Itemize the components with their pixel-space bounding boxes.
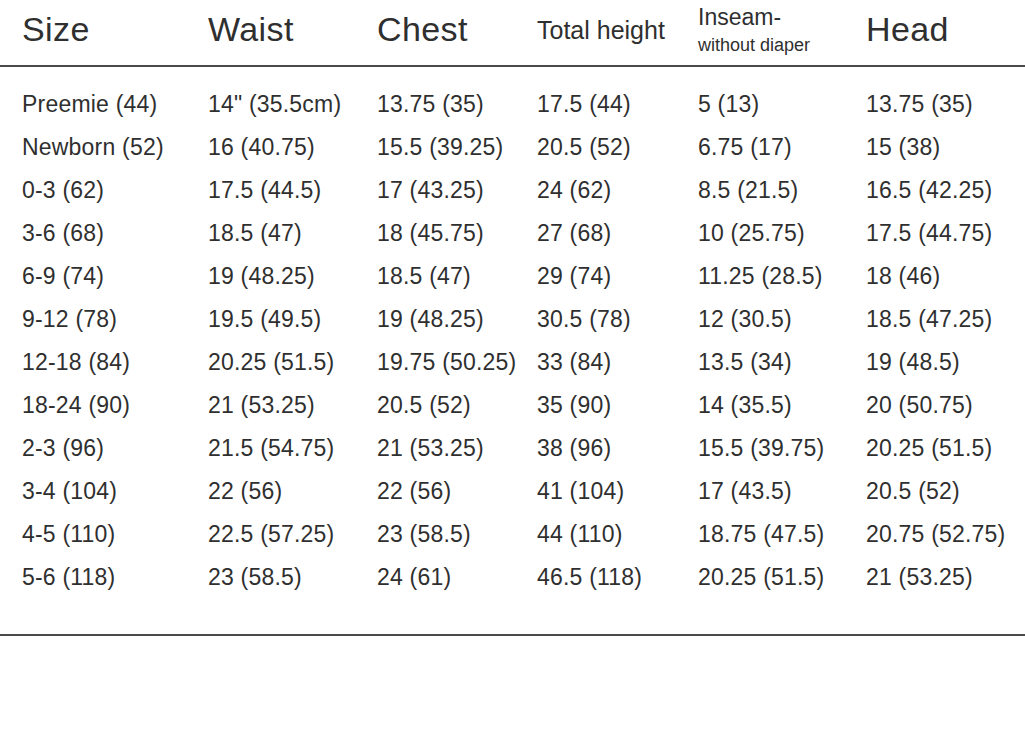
table-row: 4-5 (110)22.5 (57.25)23 (58.5)44 (110)18… — [0, 513, 1025, 556]
table-row: 5-6 (118)23 (58.5)24 (61)46.5 (118)20.25… — [0, 556, 1025, 599]
cell-waist: 19.5 (49.5) — [208, 306, 377, 333]
cell-head: 18 (46) — [866, 263, 1025, 290]
table-body: Preemie (44)14" (35.5cm)13.75 (35)17.5 (… — [0, 67, 1025, 599]
cell-size: 3-4 (104) — [22, 478, 208, 505]
cell-waist: 21 (53.25) — [208, 392, 377, 419]
column-header-inseam-line2: without diaper — [698, 35, 866, 57]
cell-size: 18-24 (90) — [22, 392, 208, 419]
cell-total_height: 38 (96) — [537, 435, 698, 462]
cell-chest: 15.5 (39.25) — [377, 134, 537, 161]
table-row: 2-3 (96)21.5 (54.75)21 (53.25)38 (96)15.… — [0, 427, 1025, 470]
column-header-head: Head — [866, 10, 1025, 49]
column-header-waist: Waist — [208, 10, 377, 49]
table-row: 9-12 (78)19.5 (49.5)19 (48.25)30.5 (78)1… — [0, 298, 1025, 341]
cell-chest: 19.75 (50.25) — [377, 349, 537, 376]
cell-chest: 21 (53.25) — [377, 435, 537, 462]
column-header-inseam: Inseam- without diaper — [698, 4, 866, 56]
cell-total_height: 30.5 (78) — [537, 306, 698, 333]
bottom-divider — [0, 634, 1025, 636]
cell-chest: 13.75 (35) — [377, 91, 537, 118]
cell-waist: 16 (40.75) — [208, 134, 377, 161]
table-row: 18-24 (90)21 (53.25)20.5 (52)35 (90)14 (… — [0, 384, 1025, 427]
cell-total_height: 20.5 (52) — [537, 134, 698, 161]
column-header-inseam-line1: Inseam- — [698, 4, 866, 32]
cell-head: 17.5 (44.75) — [866, 220, 1025, 247]
cell-total_height: 46.5 (118) — [537, 564, 698, 591]
cell-head: 13.75 (35) — [866, 91, 1025, 118]
cell-waist: 21.5 (54.75) — [208, 435, 377, 462]
cell-head: 20 (50.75) — [866, 392, 1025, 419]
cell-inseam: 11.25 (28.5) — [698, 263, 866, 290]
cell-size: Newborn (52) — [22, 134, 208, 161]
table-row: 0-3 (62)17.5 (44.5)17 (43.25)24 (62)8.5 … — [0, 169, 1025, 212]
cell-waist: 22.5 (57.25) — [208, 521, 377, 548]
cell-head: 18.5 (47.25) — [866, 306, 1025, 333]
cell-total_height: 27 (68) — [537, 220, 698, 247]
cell-chest: 17 (43.25) — [377, 177, 537, 204]
column-header-size: Size — [22, 10, 208, 49]
table-row: 3-6 (68)18.5 (47)18 (45.75)27 (68)10 (25… — [0, 212, 1025, 255]
table-row: Preemie (44)14" (35.5cm)13.75 (35)17.5 (… — [0, 83, 1025, 126]
cell-total_height: 35 (90) — [537, 392, 698, 419]
table-row: Newborn (52)16 (40.75)15.5 (39.25)20.5 (… — [0, 126, 1025, 169]
cell-inseam: 20.25 (51.5) — [698, 564, 866, 591]
table-row: 12-18 (84)20.25 (51.5)19.75 (50.25)33 (8… — [0, 341, 1025, 384]
cell-size: 12-18 (84) — [22, 349, 208, 376]
cell-total_height: 41 (104) — [537, 478, 698, 505]
cell-waist: 20.25 (51.5) — [208, 349, 377, 376]
cell-waist: 17.5 (44.5) — [208, 177, 377, 204]
table-row: 3-4 (104)22 (56)22 (56)41 (104)17 (43.5)… — [0, 470, 1025, 513]
table-row: 6-9 (74)19 (48.25)18.5 (47)29 (74)11.25 … — [0, 255, 1025, 298]
cell-inseam: 17 (43.5) — [698, 478, 866, 505]
cell-head: 20.5 (52) — [866, 478, 1025, 505]
cell-waist: 23 (58.5) — [208, 564, 377, 591]
cell-head: 15 (38) — [866, 134, 1025, 161]
cell-waist: 22 (56) — [208, 478, 377, 505]
cell-inseam: 18.75 (47.5) — [698, 521, 866, 548]
cell-size: Preemie (44) — [22, 91, 208, 118]
cell-chest: 24 (61) — [377, 564, 537, 591]
cell-inseam: 6.75 (17) — [698, 134, 866, 161]
cell-chest: 19 (48.25) — [377, 306, 537, 333]
cell-inseam: 8.5 (21.5) — [698, 177, 866, 204]
cell-size: 4-5 (110) — [22, 521, 208, 548]
cell-total_height: 24 (62) — [537, 177, 698, 204]
cell-waist: 19 (48.25) — [208, 263, 377, 290]
cell-inseam: 5 (13) — [698, 91, 866, 118]
cell-waist: 18.5 (47) — [208, 220, 377, 247]
cell-inseam: 15.5 (39.75) — [698, 435, 866, 462]
cell-chest: 18 (45.75) — [377, 220, 537, 247]
cell-chest: 22 (56) — [377, 478, 537, 505]
cell-inseam: 13.5 (34) — [698, 349, 866, 376]
cell-inseam: 10 (25.75) — [698, 220, 866, 247]
cell-size: 5-6 (118) — [22, 564, 208, 591]
cell-head: 20.75 (52.75) — [866, 521, 1025, 548]
column-header-chest: Chest — [377, 10, 537, 49]
cell-inseam: 12 (30.5) — [698, 306, 866, 333]
cell-chest: 23 (58.5) — [377, 521, 537, 548]
cell-size: 2-3 (96) — [22, 435, 208, 462]
cell-head: 16.5 (42.25) — [866, 177, 1025, 204]
cell-chest: 18.5 (47) — [377, 263, 537, 290]
cell-size: 0-3 (62) — [22, 177, 208, 204]
cell-size: 9-12 (78) — [22, 306, 208, 333]
cell-total_height: 33 (84) — [537, 349, 698, 376]
cell-total_height: 17.5 (44) — [537, 91, 698, 118]
cell-total_height: 44 (110) — [537, 521, 698, 548]
cell-chest: 20.5 (52) — [377, 392, 537, 419]
cell-head: 21 (53.25) — [866, 564, 1025, 591]
cell-head: 19 (48.5) — [866, 349, 1025, 376]
cell-waist: 14" (35.5cm) — [208, 91, 377, 118]
table-header-row: Size Waist Chest Total height Inseam- wi… — [0, 0, 1025, 67]
column-header-total-height: Total height — [537, 16, 698, 45]
cell-inseam: 14 (35.5) — [698, 392, 866, 419]
cell-size: 6-9 (74) — [22, 263, 208, 290]
cell-head: 20.25 (51.5) — [866, 435, 1025, 462]
size-chart: Size Waist Chest Total height Inseam- wi… — [0, 0, 1025, 745]
cell-total_height: 29 (74) — [537, 263, 698, 290]
cell-size: 3-6 (68) — [22, 220, 208, 247]
